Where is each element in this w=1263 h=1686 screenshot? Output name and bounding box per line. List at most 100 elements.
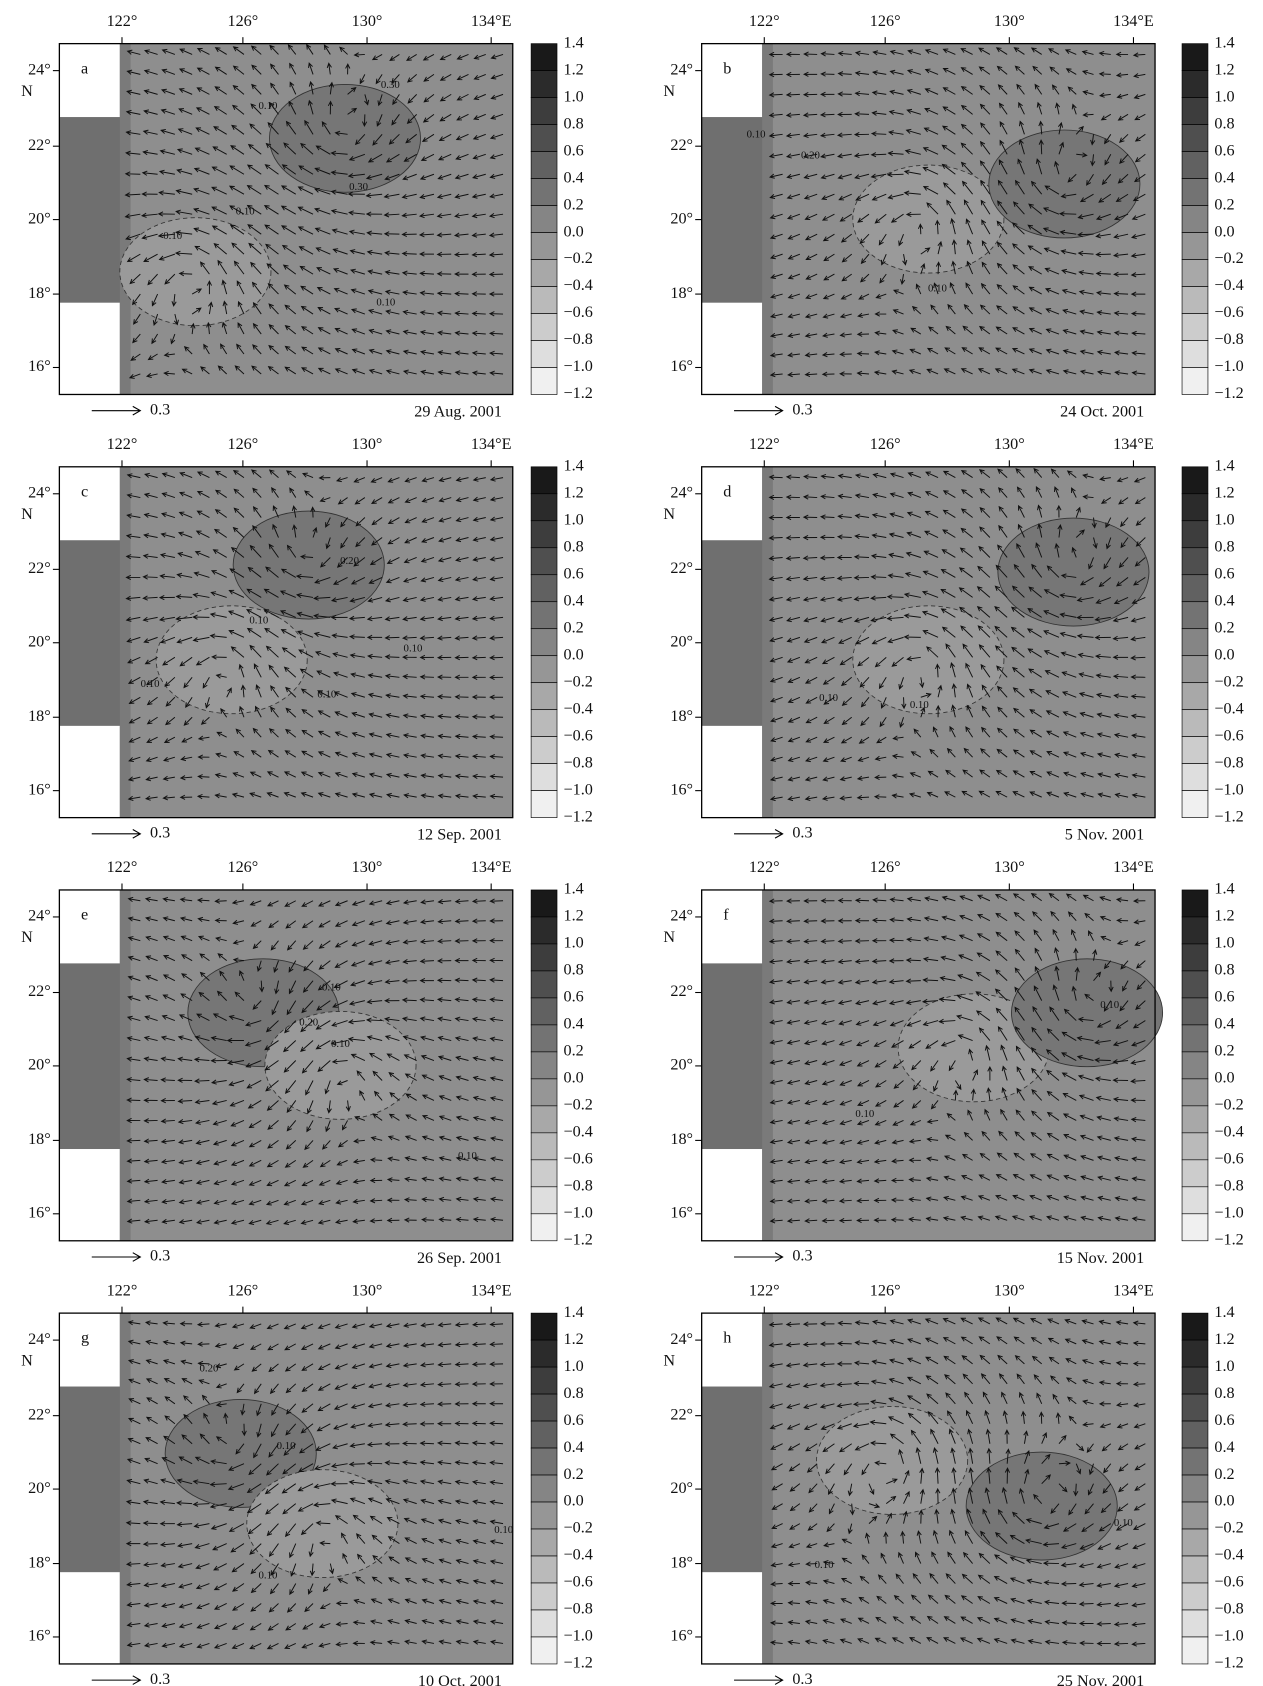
- contour-label: 0.20: [340, 555, 359, 567]
- colorbar-bin: [1182, 944, 1208, 971]
- colorbar-bin: [531, 1502, 557, 1529]
- panel: 122°126°130°134°E24°22°20°18°16°Nb0.200.…: [663, 12, 1243, 421]
- date-label: 5 Nov. 2001: [1065, 826, 1144, 844]
- colorbar-tick-label: −0.4: [1214, 1123, 1243, 1141]
- colorbar-tick-label: 0.8: [563, 537, 583, 555]
- colorbar-bin: [531, 233, 557, 260]
- colorbar-tick-label: 1.0: [1214, 510, 1234, 528]
- colorbar-bin: [1182, 1340, 1208, 1367]
- colorbar-bin: [1182, 602, 1208, 629]
- land: [702, 1572, 762, 1664]
- contour-label: 0.10: [1100, 999, 1119, 1011]
- colorbar-tick-label: −1.0: [563, 357, 592, 375]
- colorbar-bin: [531, 764, 557, 791]
- lat-tick-label: 18°: [28, 1553, 51, 1571]
- panel-label: e: [81, 906, 88, 924]
- lat-tick-label: 22°: [28, 982, 51, 1000]
- scale-arrow: [734, 830, 783, 839]
- lat-tick-label: 24°: [28, 60, 51, 78]
- lat-tick-label: 18°: [670, 707, 693, 725]
- lat-tick-label: 20°: [670, 632, 693, 650]
- colorbar-tick-label: 0.6: [563, 141, 583, 159]
- dark-band: [702, 963, 765, 1149]
- colorbar-bin: [531, 629, 557, 656]
- colorbar-tick-label: −0.2: [1214, 1096, 1243, 1114]
- contour-label: 0.10: [331, 1038, 350, 1050]
- lat-tick-label: 18°: [28, 707, 51, 725]
- lon-tick-label: 122°: [107, 858, 138, 876]
- colorbar-tick-label: 1.2: [563, 907, 583, 925]
- lon-tick-label: 122°: [749, 858, 780, 876]
- panel-label: g: [81, 1329, 89, 1347]
- colorbar-bin: [531, 575, 557, 602]
- panel: 122°126°130°134°E24°22°20°18°16°Nd0.100.…: [663, 435, 1243, 844]
- colorbar-bin: [531, 206, 557, 233]
- dark-band: [702, 540, 765, 726]
- colorbar-tick-label: 0.4: [1214, 168, 1234, 186]
- lat-tick-label: 16°: [670, 357, 693, 375]
- lat-unit: N: [21, 82, 33, 100]
- colorbar-bin: [1182, 1583, 1208, 1610]
- colorbar-bin: [531, 890, 557, 917]
- lat-tick-label: 18°: [670, 284, 693, 302]
- colorbar-tick-label: 1.4: [1214, 457, 1234, 475]
- lat-tick-label: 24°: [28, 1330, 51, 1348]
- panel: 122°126°130°134°E24°22°20°18°16°Ng0.200.…: [21, 1281, 593, 1686]
- colorbar-tick-label: 0.6: [563, 988, 583, 1006]
- dark-band: [702, 117, 765, 303]
- colorbar-tick-label: 1.4: [1214, 880, 1234, 898]
- colorbar-bin: [1182, 125, 1208, 152]
- lon-tick-label: 134°E: [1113, 1281, 1154, 1299]
- contour-label: 0.10: [277, 1440, 296, 1452]
- lon-tick-label: 126°: [870, 1281, 901, 1299]
- colorbar-bin: [531, 791, 557, 818]
- dark-band: [59, 1387, 122, 1573]
- lat-tick-label: 24°: [670, 484, 693, 502]
- panel-label: a: [81, 59, 88, 77]
- lon-tick-label: 134°E: [471, 1281, 512, 1299]
- dark-band: [59, 117, 122, 303]
- colorbar-bin: [1182, 791, 1208, 818]
- colorbar-bin: [531, 710, 557, 737]
- lon-tick-label: 126°: [870, 12, 901, 30]
- colorbar-bin: [531, 548, 557, 575]
- lon-tick-label: 126°: [870, 858, 901, 876]
- land: [702, 303, 762, 395]
- shelf: [762, 467, 773, 818]
- colorbar: 1.41.21.00.80.60.40.20.0−0.2−0.4−0.6−0.8…: [531, 880, 593, 1249]
- lat-tick-label: 22°: [28, 559, 51, 577]
- contour-label: 0.10: [236, 206, 255, 218]
- colorbar-tick-label: 1.0: [563, 87, 583, 105]
- colorbar-bin: [531, 944, 557, 971]
- colorbar-bin: [531, 683, 557, 710]
- lat-tick-label: 22°: [670, 136, 693, 154]
- contour-label: 0.20: [299, 1017, 318, 1029]
- panel-label: c: [81, 482, 88, 500]
- colorbar-tick-label: 0.8: [1214, 114, 1234, 132]
- colorbar-tick-label: 1.2: [1214, 484, 1234, 502]
- colorbar-tick-label: −0.6: [1214, 726, 1243, 744]
- colorbar-tick-label: −0.6: [563, 1150, 592, 1168]
- lat-tick-label: 22°: [28, 136, 51, 154]
- contour-label: 0.20: [200, 1363, 219, 1375]
- scale-label: 0.3: [150, 1670, 170, 1686]
- colorbar-tick-label: 1.2: [1214, 60, 1234, 78]
- lon-tick-label: 134°E: [471, 12, 512, 30]
- colorbar-bin: [1182, 710, 1208, 737]
- lat-tick-label: 20°: [670, 209, 693, 227]
- lat-tick-label: 20°: [670, 1056, 693, 1074]
- land: [702, 467, 762, 540]
- colorbar-bin: [1182, 1025, 1208, 1052]
- panel: 122°126°130°134°E24°22°20°18°16°Nf0.100.…: [663, 858, 1243, 1267]
- colorbar-tick-label: −1.2: [1214, 1231, 1243, 1249]
- colorbar-bin: [1182, 1421, 1208, 1448]
- colorbar-bin: [1182, 1475, 1208, 1502]
- lon-tick-label: 126°: [228, 435, 259, 453]
- lon-tick-label: 126°: [228, 858, 259, 876]
- colorbar-tick-label: −0.2: [1214, 672, 1243, 690]
- colorbar-tick-label: 0.8: [1214, 537, 1234, 555]
- colorbar-bin: [531, 260, 557, 287]
- colorbar-bin: [531, 998, 557, 1025]
- colorbar-tick-label: 0.6: [1214, 1411, 1234, 1429]
